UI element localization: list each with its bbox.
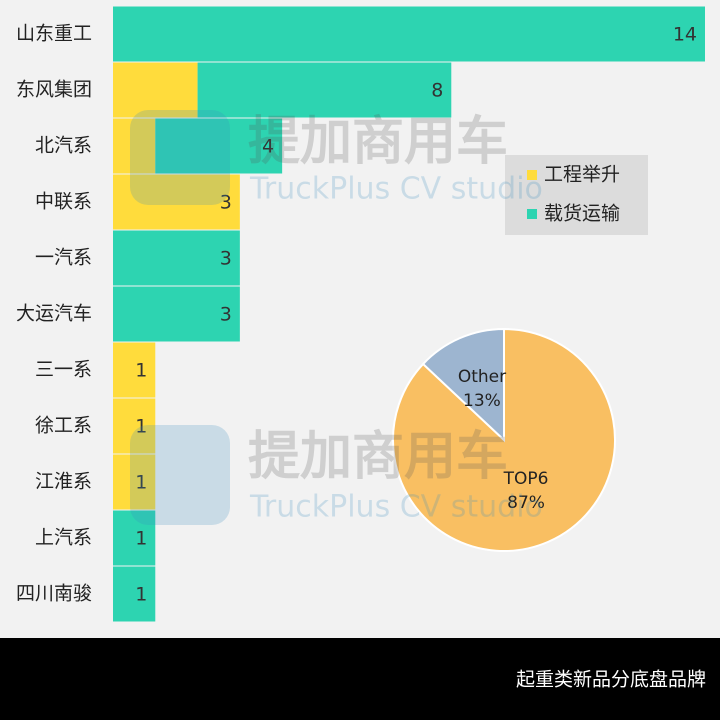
y-tick-label: 三一系 [35, 359, 92, 381]
watermark-text: TruckPlus CV studio [249, 172, 543, 207]
data-label: 8 [431, 80, 443, 102]
pie-value-label: 87% [507, 493, 545, 513]
bar [113, 174, 240, 230]
watermark-text: TruckPlus CV studio [249, 490, 543, 525]
y-tick-label: 大运汽车 [16, 303, 92, 325]
legend-label: 工程举升 [544, 164, 620, 186]
data-label: 3 [220, 248, 232, 270]
data-label: 1 [135, 472, 147, 494]
y-tick-label: 北汽系 [35, 135, 92, 157]
y-tick-label: 中联系 [35, 191, 92, 213]
legend-label: 载货运输 [544, 203, 620, 225]
legend-box [505, 155, 648, 235]
data-label: 1 [135, 584, 147, 606]
data-label: 1 [135, 360, 147, 382]
watermark-icon [130, 425, 230, 525]
bar [113, 566, 156, 622]
watermark-text: 提加商用车 [248, 427, 508, 487]
pie-label: Other [458, 367, 506, 387]
bar [155, 118, 283, 174]
bar [113, 398, 156, 454]
bar [197, 62, 452, 118]
bar [113, 118, 156, 174]
legend-swatch [527, 170, 537, 180]
y-tick-label: 四川南骏 [16, 583, 92, 605]
chart-title: 起重类新品分底盘品牌 [516, 669, 706, 691]
watermark-text: 提加商用车 [248, 112, 508, 172]
y-tick-label: 徐工系 [35, 415, 92, 437]
watermark-icon [130, 110, 230, 205]
pie-value-label: 13% [463, 391, 501, 411]
bar [113, 510, 156, 566]
pie-label: TOP6 [503, 469, 549, 489]
bar [113, 342, 156, 398]
bar [113, 62, 198, 118]
bar [113, 230, 240, 286]
data-label: 4 [262, 136, 274, 158]
y-tick-label: 一汽系 [35, 247, 92, 269]
bar [113, 286, 240, 342]
pie-slice [421, 327, 505, 443]
y-tick-label: 上汽系 [35, 527, 92, 549]
data-label: 3 [220, 304, 232, 326]
data-label: 1 [135, 528, 147, 550]
y-tick-label: 江淮系 [35, 471, 92, 493]
footer [0, 638, 720, 720]
data-label: 14 [673, 24, 697, 46]
data-label: 1 [135, 416, 147, 438]
watermark: 提加商用车 TruckPlus CV studio 提加商用车 TruckPlu… [130, 110, 543, 525]
data-label: 3 [220, 192, 232, 214]
bar [113, 454, 156, 510]
y-tick-label: 东风集团 [16, 79, 92, 101]
y-tick-label: 山东重工 [16, 23, 92, 45]
legend-swatch [527, 209, 537, 219]
bar [113, 6, 705, 62]
